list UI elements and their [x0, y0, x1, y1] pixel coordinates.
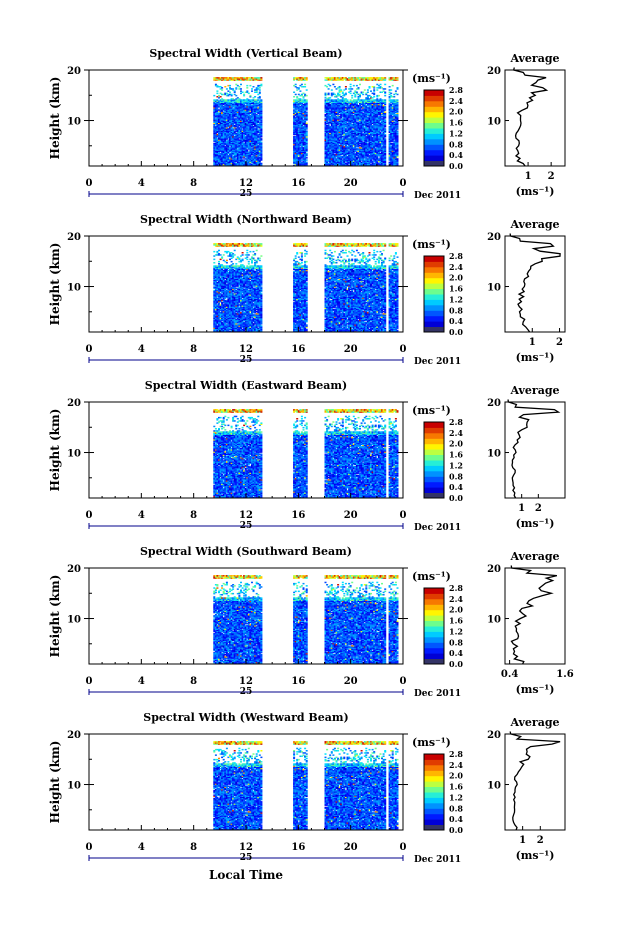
heatmap-cell: [306, 157, 308, 159]
heatmap-cell: [351, 88, 353, 90]
heatmap-cell: [362, 94, 364, 96]
heatmap-cell: [216, 90, 218, 92]
heatmap-cell: [350, 93, 352, 95]
heatmap-cell: [234, 90, 236, 92]
heatmap-cell: [301, 84, 303, 86]
heatmap-cell: [246, 90, 248, 92]
heatmap-cell: [235, 87, 237, 89]
heatmap-cell: [306, 123, 308, 125]
heatmap-cell: [296, 96, 298, 98]
heatmap-cell: [356, 92, 358, 94]
heatmap-cell: [331, 89, 333, 91]
heatmap-cell: [306, 99, 308, 101]
heatmap-cell: [249, 95, 251, 97]
heatmap-cell: [220, 96, 222, 98]
heatmap-cell: [221, 89, 223, 91]
heatmap-cell: [259, 87, 261, 89]
heatmap-cell: [345, 86, 347, 88]
heatmap-cell: [240, 88, 242, 90]
heatmap-cell: [243, 94, 245, 96]
heatmap-cell: [295, 94, 297, 96]
heatmap-cell: [353, 85, 355, 87]
heatmap-cell: [359, 84, 361, 86]
heatmap-cell: [229, 92, 231, 94]
heatmap-cells: [213, 77, 398, 166]
heatmap-cell: [306, 112, 308, 114]
heatmap-cell: [293, 96, 295, 98]
heatmap-cell: [351, 95, 353, 97]
heatmap-cell: [238, 86, 240, 88]
heatmap-cell: [329, 85, 331, 87]
heatmap-cell: [347, 99, 349, 101]
heatmap-cell: [235, 95, 237, 97]
heatmap-cell: [260, 138, 262, 140]
heatmap-cell: [232, 88, 234, 90]
heatmap-cell: [339, 94, 341, 96]
heatmap-cell: [358, 87, 360, 89]
heatmap-cell: [213, 95, 215, 97]
heatmap-cell: [306, 159, 308, 161]
heatmap-cell: [254, 96, 256, 98]
heatmap-cell: [332, 84, 334, 86]
heatmap-cell: [221, 87, 223, 89]
heatmap-cell: [306, 153, 308, 155]
heatmap-cell: [260, 99, 262, 101]
heatmap-cell: [356, 85, 358, 87]
heatmap-cell: [299, 90, 301, 92]
heatmap-cell: [339, 86, 341, 88]
spectral-width-figure: Spectral Width (Vertical Beam)1020Height…: [0, 0, 621, 929]
heatmap-cell: [340, 89, 342, 91]
figure-stage: Spectral Width (Vertical Beam) 10 20 Height…: [0, 0, 621, 929]
heatmap-cell: [240, 84, 242, 86]
heatmap-cell: [216, 93, 218, 95]
heatmap-cell: [304, 84, 306, 86]
heatmap-cell: [229, 85, 231, 87]
heatmap-cell: [326, 86, 328, 88]
heatmap-cell: [259, 96, 261, 98]
panel-title: Spectral Width (Vertical Beam): [149, 47, 342, 60]
heatmap-cell: [242, 92, 244, 94]
heatmap-cell: [260, 142, 262, 144]
panel-1: Spectral Width (Vertical Beam)1020Height…: [48, 47, 565, 201]
heatmap-cell: [224, 86, 226, 88]
heatmap-cell: [328, 93, 330, 95]
heatmap-cell: [251, 88, 253, 90]
heatmap-cell: [226, 88, 228, 90]
heatmap-cell: [334, 86, 336, 88]
heatmap-cell: [345, 93, 347, 95]
heatmap-cell: [295, 84, 297, 86]
heatmap-cell: [350, 90, 352, 92]
heatmap-cell: [246, 85, 248, 87]
heatmap-cell: [342, 92, 344, 94]
heatmap-cell: [249, 85, 251, 87]
heatmap-cell: [260, 77, 262, 79]
heatmap-cell: [306, 89, 308, 91]
heatmap-cell: [351, 97, 353, 99]
heatmap-cell: [362, 92, 364, 94]
heatmap-cell: [329, 97, 331, 99]
heatmap-cell: [298, 87, 300, 89]
heatmap-cell: [364, 89, 366, 91]
heatmap-cell: [259, 92, 261, 94]
heatmap-cell: [251, 90, 253, 92]
heatmap-cell: [246, 87, 248, 89]
heatmap-cell: [304, 86, 306, 88]
heatmap-cell: [350, 84, 352, 86]
heatmap-cell: [253, 86, 255, 88]
heatmap-cell: [306, 130, 308, 132]
heatmap-cell: [328, 88, 330, 90]
heatmap-cell: [306, 162, 308, 164]
heatmap-cell: [260, 163, 262, 165]
heatmap-cell: [260, 84, 262, 86]
heatmap-cell: [248, 93, 250, 95]
heatmap-cell: [350, 86, 352, 88]
heatmap-cell: [306, 95, 308, 97]
heatmap-cell: [306, 77, 308, 79]
heatmap-cell: [231, 94, 233, 96]
heatmap-cell: [259, 89, 261, 91]
heatmap-cell: [345, 88, 347, 90]
heatmap-cell: [293, 92, 295, 94]
